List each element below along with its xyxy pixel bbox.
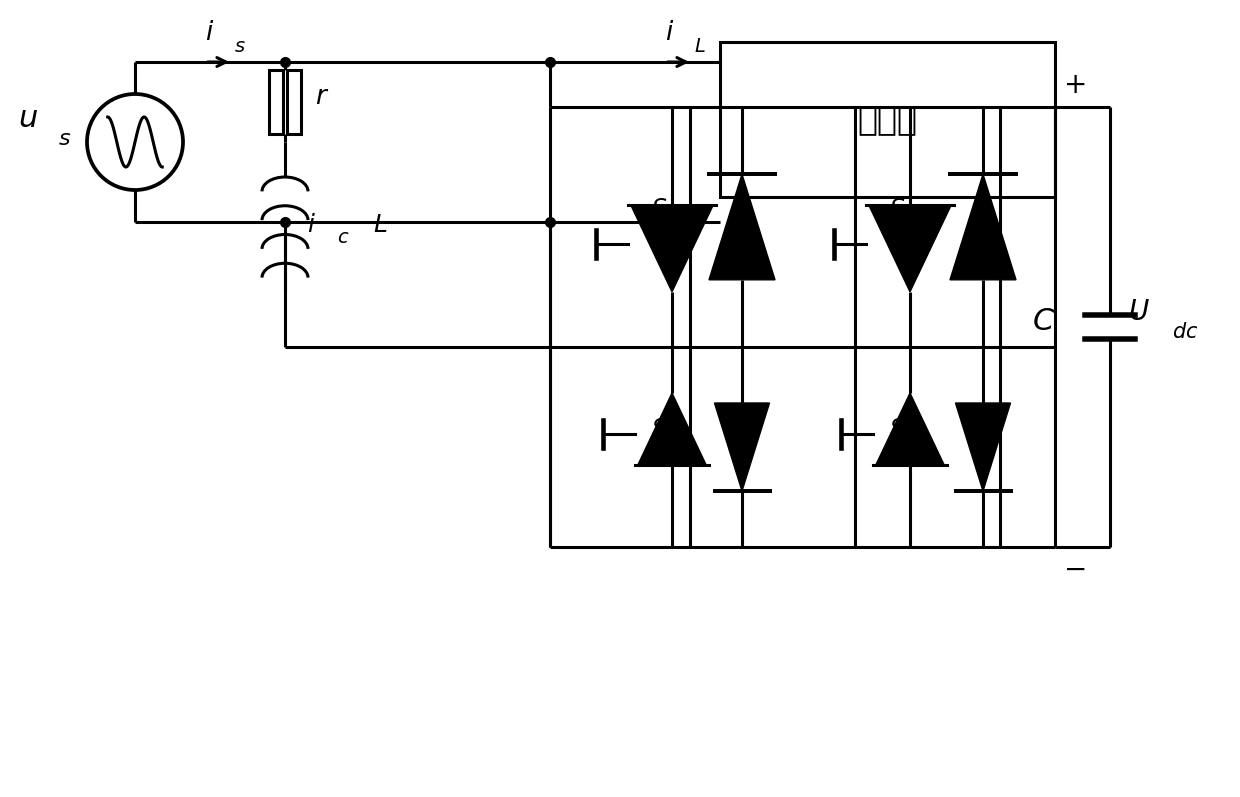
Text: $1$: $1$ (675, 213, 686, 231)
Polygon shape (714, 403, 770, 491)
Text: $s$: $s$ (234, 37, 246, 56)
Text: $L$: $L$ (694, 37, 706, 56)
Text: $4$: $4$ (911, 433, 925, 451)
Text: $L$: $L$ (373, 213, 387, 237)
Text: $S$: $S$ (889, 417, 905, 441)
Bar (288, 70, 301, 134)
Text: $+$: $+$ (1063, 71, 1085, 99)
Text: $S$: $S$ (889, 197, 905, 221)
Text: $S$: $S$ (651, 417, 667, 441)
Text: $3$: $3$ (911, 213, 924, 231)
Text: $i$: $i$ (206, 20, 215, 46)
Bar (269, 70, 283, 134)
Text: 谐波源: 谐波源 (858, 103, 918, 136)
Polygon shape (869, 206, 951, 292)
Text: $s$: $s$ (58, 129, 71, 149)
Text: $U$: $U$ (1128, 298, 1149, 326)
Polygon shape (956, 403, 1011, 491)
Text: $i$: $i$ (308, 213, 316, 237)
Text: $2$: $2$ (675, 433, 686, 451)
Polygon shape (709, 175, 775, 280)
Text: $C$: $C$ (1032, 308, 1055, 336)
Polygon shape (950, 175, 1016, 280)
Text: $u$: $u$ (19, 104, 38, 133)
Polygon shape (637, 393, 707, 465)
Text: $dc$: $dc$ (1172, 322, 1198, 342)
Polygon shape (631, 206, 713, 292)
Text: $c$: $c$ (337, 228, 350, 247)
Text: $i$: $i$ (666, 20, 675, 46)
Text: $S$: $S$ (651, 197, 667, 221)
Bar (720, 42, 1055, 197)
Text: $-$: $-$ (1063, 555, 1085, 583)
Polygon shape (875, 393, 944, 465)
Text: $r$: $r$ (315, 84, 329, 110)
